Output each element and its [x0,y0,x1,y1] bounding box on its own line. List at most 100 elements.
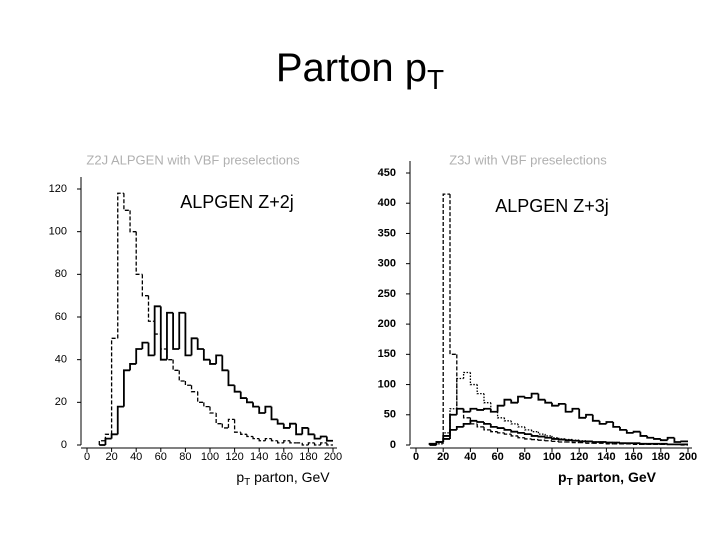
histogram-bin [510,420,518,425]
x-tick-label: 160 [275,451,293,463]
histogram-bin [264,437,272,441]
histogram-bin [190,385,198,393]
title-subscript: T [427,64,444,95]
histogram-bin [246,398,254,404]
histogram-bin [160,334,167,350]
histogram-bin [483,407,491,410]
histogram-bin [530,429,539,433]
histogram-bin [605,421,614,424]
histogram-bin [496,431,505,434]
histogram-bin [558,441,566,443]
histogram-bin [233,385,241,393]
histogram-bin [462,408,471,413]
histogram-bin [282,423,290,429]
histogram-bin [301,442,309,446]
histogram-bin [469,372,478,386]
histogram-bin [117,192,124,339]
histogram-bin [646,435,654,439]
histogram-bin [557,402,566,406]
x-tick-label: 120 [570,451,588,463]
histogram-bin [666,436,675,441]
histogram-bin [585,442,593,444]
histogram-bin [517,431,525,434]
histogram-bin [483,426,491,431]
histogram-bin [104,433,112,441]
histogram-bin [215,413,223,425]
histogram-bin [449,428,457,439]
histogram-bin [283,440,290,443]
x-tick-label: 160 [624,451,642,463]
histogram-bin [557,438,566,441]
x-tick-label: 20 [105,451,117,463]
histogram-bin [110,433,118,439]
histogram-bin [289,440,297,444]
x-tick-label: 0 [413,451,419,463]
histogram-bin [524,426,532,431]
x-tick-label: 100 [543,451,561,463]
histogram-bin [551,435,559,439]
histogram-bin [141,341,149,349]
y-tick-label: 40 [55,354,67,366]
histogram-bin [147,342,155,357]
x-tick-label: 180 [299,451,317,463]
histogram-bin [537,439,546,441]
histogram-bin [221,355,229,372]
histogram-bin [313,442,321,446]
x-axis-label: pT parton, GeV [558,469,657,488]
x-tick-label: 60 [155,451,167,463]
annotation: ALPGEN Z+3j [495,196,609,216]
x-label-text: p [236,469,244,485]
histogram-bin [490,429,498,433]
histogram-bin [524,437,532,440]
histogram-bin [659,438,668,442]
histogram-bin [270,406,278,421]
histogram-bin [442,438,450,442]
histogram-bin [435,443,444,445]
histogram-bin [639,431,648,437]
histogram-bin [258,406,266,414]
y-tick-label: 100 [378,378,396,390]
histogram-bin [585,413,593,418]
histogram-bin [116,405,124,435]
histogram-bin [462,408,471,419]
histogram-bin [571,439,580,442]
y-tick-label: 450 [378,167,396,179]
histogram-bin [276,419,284,425]
histogram-bin [172,359,180,371]
histogram-bin [240,432,247,435]
y-tick-label: 60 [55,311,67,323]
histogram-bin [517,435,525,439]
annotation: ALPGEN Z+2j [180,192,294,212]
y-tick-label: 300 [378,258,396,270]
histogram-bin [270,438,278,442]
histogram-bin [496,404,505,412]
histogram-bin [476,384,484,395]
histogram-bin [203,402,210,408]
y-tick-label: 400 [378,197,396,209]
histogram-bin [564,439,573,442]
histogram-bin [544,436,552,439]
histogram-bin [680,440,688,443]
histogram-bin [147,295,155,322]
histogram-bin [435,441,444,444]
histogram-bin [456,354,464,410]
histogram-bin [320,442,327,445]
slide-title: Parton pT [276,46,444,96]
histogram-bin [632,430,641,433]
histogram-bin [476,408,484,411]
histogram-bin [544,434,552,437]
histogram-bin [490,402,498,413]
histogram-bin [455,425,464,430]
histogram-bin [313,434,321,440]
x-label-subscript: T [244,477,250,488]
histogram-bin [295,423,303,436]
histogram-bin [277,440,284,444]
histogram-bin [184,312,192,357]
histogram-bin [455,407,464,415]
histogram-bin [135,348,143,364]
x-label-subscript: T [567,477,573,488]
histogram-bin [625,429,634,434]
histogram-bin [301,427,309,435]
histogram-bin [252,436,260,440]
histogram-bin [530,434,539,437]
